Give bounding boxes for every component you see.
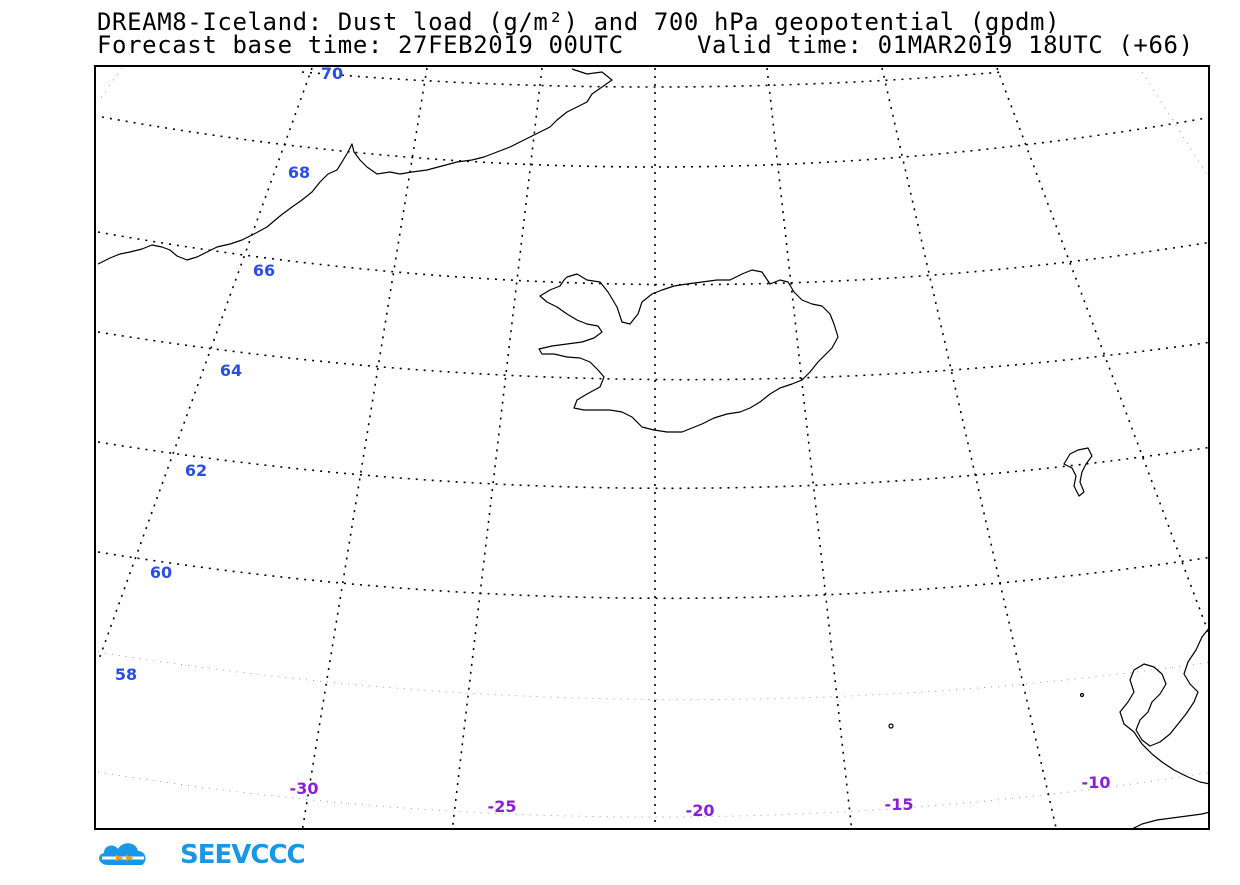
meridian-line-faint bbox=[1141, 71, 1208, 177]
latitude-label: 62 bbox=[185, 461, 207, 480]
seevccc-logo: SEEVCCC bbox=[94, 838, 306, 872]
latitude-line bbox=[101, 116, 1208, 168]
latitude-label: 58 bbox=[115, 665, 137, 684]
rockall-islet bbox=[888, 723, 894, 729]
longitude-labels: -30 -25 -20 -15 -10 bbox=[290, 773, 1111, 820]
scotland-south-coast bbox=[1132, 811, 1208, 828]
longitude-label: -25 bbox=[488, 797, 517, 816]
meridian-line bbox=[766, 67, 853, 828]
latitude-label: 66 bbox=[253, 261, 275, 280]
latitude-line-faint bbox=[97, 771, 1208, 818]
longitude-label: -15 bbox=[885, 795, 914, 814]
latitude-label: 64 bbox=[220, 361, 242, 380]
latitude-line bbox=[97, 231, 1208, 286]
latitude-line-faint bbox=[97, 651, 1208, 701]
longitude-label: -30 bbox=[290, 779, 319, 798]
iceland-coast bbox=[538, 269, 839, 433]
graticule bbox=[97, 67, 1208, 828]
longitude-label: -20 bbox=[686, 801, 715, 820]
map-subtitle: Forecast base time: 27FEB2019 00UTC Valid… bbox=[97, 31, 1193, 59]
latitude-line bbox=[97, 551, 1208, 600]
latitude-label: 60 bbox=[150, 563, 172, 582]
map-svg: 70 68 66 64 62 60 58 -30 -25 -20 -15 -10 bbox=[97, 67, 1208, 828]
meridian-line bbox=[881, 67, 1057, 828]
map-title: DREAM8-Iceland: Dust load (g/m²) and 700… bbox=[97, 8, 1061, 36]
forecast-base-time: Forecast base time: 27FEB2019 00UTC bbox=[97, 31, 624, 59]
latitude-labels: 70 68 66 64 62 60 58 bbox=[115, 67, 343, 684]
faroe-islands bbox=[1063, 447, 1093, 497]
meridian-line bbox=[97, 67, 313, 663]
meridian-line bbox=[451, 67, 543, 828]
latitude-line bbox=[97, 331, 1208, 381]
graticule-faint bbox=[97, 67, 1208, 818]
meridian-line-faint bbox=[97, 67, 123, 103]
logo-text: SEEVCCC bbox=[180, 840, 306, 870]
cloud-logo-icon bbox=[99, 843, 146, 865]
valid-time: Valid time: 01MAR2019 18UTC (+66) bbox=[697, 31, 1194, 59]
longitude-label: -10 bbox=[1082, 773, 1111, 792]
map-panel: 70 68 66 64 62 60 58 -30 -25 -20 -15 -10 bbox=[94, 65, 1210, 830]
scotland-coast bbox=[1119, 628, 1208, 785]
latitude-label: 68 bbox=[288, 163, 310, 182]
latitude-line bbox=[97, 441, 1208, 490]
small-islet bbox=[1079, 692, 1085, 698]
latitude-line bbox=[301, 71, 1003, 88]
coastlines bbox=[97, 68, 1208, 828]
latitude-label: 70 bbox=[321, 67, 343, 83]
greenland-coast bbox=[97, 68, 613, 265]
meridian-line bbox=[301, 67, 428, 828]
meridian-line bbox=[996, 67, 1208, 634]
